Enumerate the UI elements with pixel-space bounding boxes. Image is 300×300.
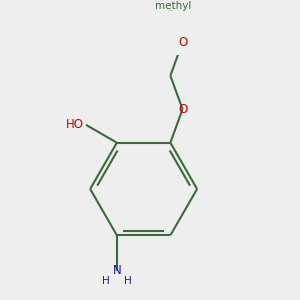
Text: H: H [124,276,132,286]
Text: methyl: methyl [169,10,174,11]
Text: N: N [112,265,121,278]
Text: H: H [102,276,109,286]
Text: O: O [178,103,187,116]
Text: methyl: methyl [155,1,191,11]
Text: O: O [178,36,187,49]
Text: HO: HO [65,118,83,131]
